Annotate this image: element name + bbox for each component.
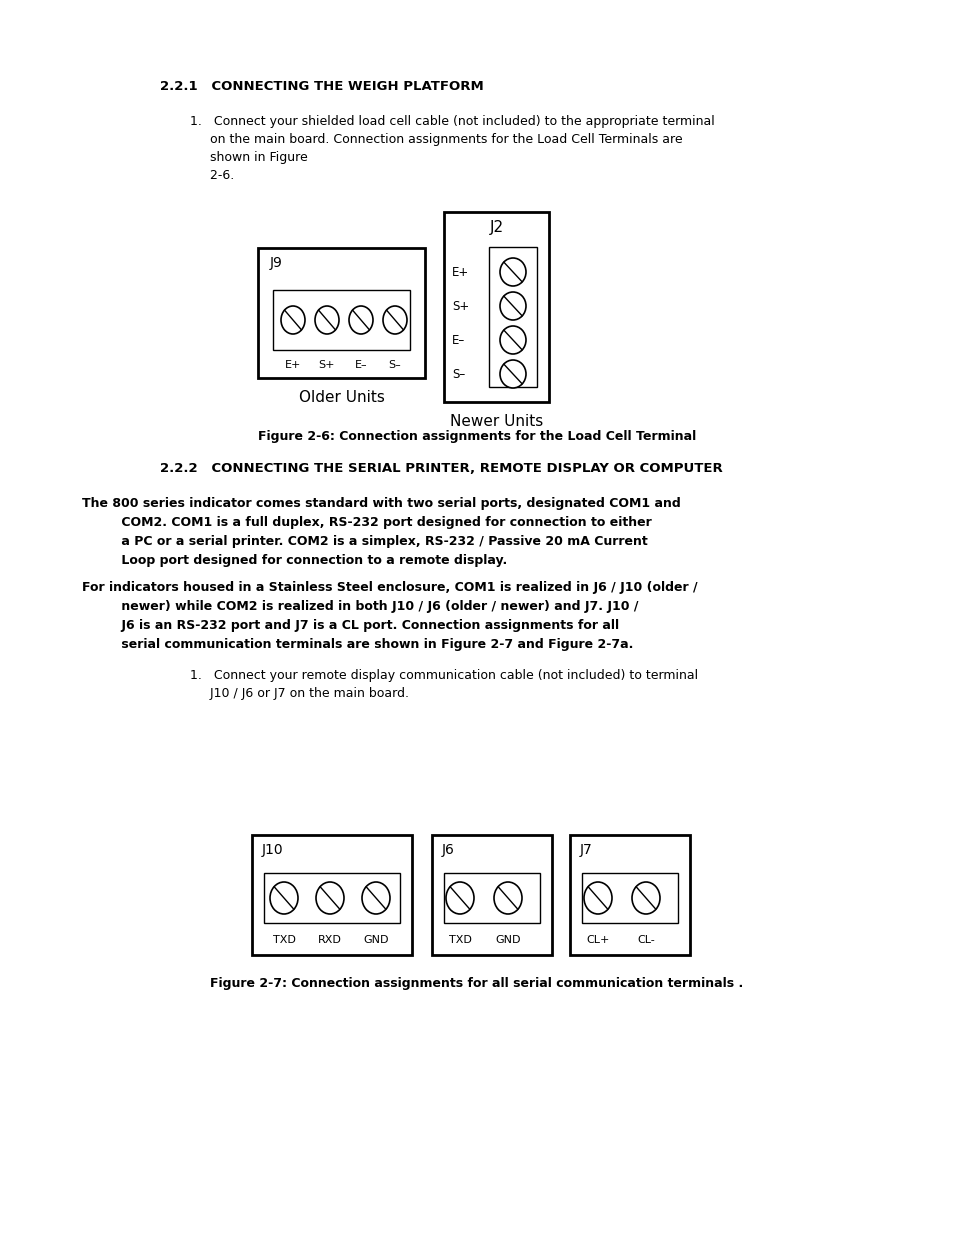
Bar [432,835,552,955]
Text: J6 is an RS-232 port and J7 is a CL port. Connection assignments for all: J6 is an RS-232 port and J7 is a CL port… [82,619,618,632]
Ellipse shape [281,306,305,333]
Ellipse shape [583,882,612,914]
Text: COM2. COM1 is a full duplex, RS-232 port designed for connection to either: COM2. COM1 is a full duplex, RS-232 port… [82,516,651,529]
Text: J7: J7 [579,844,592,857]
Bar [569,835,689,955]
Text: Newer Units: Newer Units [450,414,542,429]
Text: S–: S– [452,368,465,380]
Text: S+: S+ [318,359,335,370]
Ellipse shape [499,291,525,320]
Bar [273,290,410,350]
Text: 2.2.2   CONNECTING THE SERIAL PRINTER, REMOTE DISPLAY OR COMPUTER: 2.2.2 CONNECTING THE SERIAL PRINTER, REM… [160,462,722,475]
Text: The 800 series indicator comes standard with two serial ports, designated COM1 a: The 800 series indicator comes standard … [82,496,680,510]
Bar [257,248,424,378]
Text: CL+: CL+ [586,935,609,945]
Text: S+: S+ [452,300,469,312]
Bar [443,873,539,923]
Text: RXD: RXD [317,935,341,945]
Text: J10 / J6 or J7 on the main board.: J10 / J6 or J7 on the main board. [190,687,409,700]
Text: Figure 2-6: Connection assignments for the Load Cell Terminal: Figure 2-6: Connection assignments for t… [257,430,696,443]
Text: 2-6.: 2-6. [190,169,234,182]
Bar [264,873,399,923]
Text: E–: E– [452,333,465,347]
Ellipse shape [494,882,521,914]
Ellipse shape [446,882,474,914]
Bar [489,247,537,387]
Text: Loop port designed for connection to a remote display.: Loop port designed for connection to a r… [82,555,507,567]
Text: 1.   Connect your remote display communication cable (not included) to terminal: 1. Connect your remote display communica… [190,669,698,682]
Bar [443,212,548,403]
Text: Older Units: Older Units [298,390,384,405]
Ellipse shape [314,306,338,333]
Text: E+: E+ [285,359,301,370]
Text: S–: S– [388,359,401,370]
Bar [581,873,678,923]
Text: TXD: TXD [273,935,295,945]
Text: GND: GND [495,935,520,945]
Text: 2.2.1   CONNECTING THE WEIGH PLATFORM: 2.2.1 CONNECTING THE WEIGH PLATFORM [160,80,483,93]
Text: E–: E– [355,359,367,370]
Text: J9: J9 [270,256,283,270]
Ellipse shape [499,258,525,287]
Ellipse shape [382,306,407,333]
Ellipse shape [499,359,525,388]
Text: J2: J2 [489,220,503,235]
Text: serial communication terminals are shown in Figure 2-7 and Figure 2-7a.: serial communication terminals are shown… [82,638,633,651]
Text: J10: J10 [262,844,283,857]
Ellipse shape [631,882,659,914]
Text: Figure 2-7: Connection assignments for all serial communication terminals .: Figure 2-7: Connection assignments for a… [211,977,742,990]
Text: J6: J6 [441,844,455,857]
Text: shown in Figure: shown in Figure [190,151,308,164]
Ellipse shape [315,882,344,914]
Text: For indicators housed in a Stainless Steel enclosure, COM1 is realized in J6 / J: For indicators housed in a Stainless Ste… [82,580,697,594]
Text: E+: E+ [452,266,469,279]
Text: CL-: CL- [637,935,654,945]
Text: a PC or a serial printer. COM2 is a simplex, RS-232 / Passive 20 mA Current: a PC or a serial printer. COM2 is a simp… [82,535,647,548]
Ellipse shape [499,326,525,354]
Text: GND: GND [363,935,388,945]
Ellipse shape [361,882,390,914]
Text: newer) while COM2 is realized in both J10 / J6 (older / newer) and J7. J10 /: newer) while COM2 is realized in both J1… [82,600,638,613]
Bar [252,835,412,955]
Text: on the main board. Connection assignments for the Load Cell Terminals are: on the main board. Connection assignment… [190,133,682,146]
Text: 1.   Connect your shielded load cell cable (not included) to the appropriate ter: 1. Connect your shielded load cell cable… [190,115,714,128]
Ellipse shape [270,882,297,914]
Ellipse shape [349,306,373,333]
Text: TXD: TXD [448,935,471,945]
